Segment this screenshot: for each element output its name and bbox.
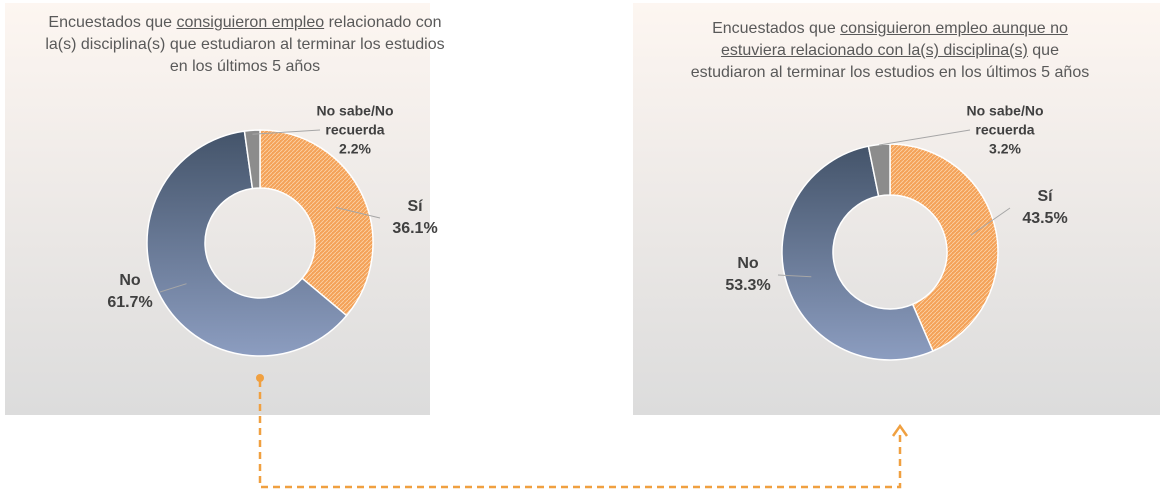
data-label: No sabe/No recuerda 2.2% <box>300 102 410 159</box>
donut-slice <box>889 143 999 353</box>
leader-line <box>777 274 812 278</box>
donut-slice <box>146 130 348 357</box>
chart-title: Encuestados que consiguieron empleo aunq… <box>690 20 1090 81</box>
donut-slice <box>243 129 261 190</box>
data-label: Sí 43.5% <box>990 186 1100 230</box>
leader-line <box>879 129 971 146</box>
arrow-dot <box>256 374 264 382</box>
label-category: No sabe/No recuerda <box>316 102 394 138</box>
label-category: No sabe/No recuerda <box>966 102 1044 138</box>
data-label: No 53.3% <box>693 253 803 297</box>
leader-line <box>159 283 187 293</box>
label-value: 43.5% <box>1022 210 1068 227</box>
donut-slice <box>867 143 891 198</box>
label-category: Sí <box>407 198 423 215</box>
data-label: No sabe/No recuerda 3.2% <box>950 102 1060 159</box>
data-label: No 61.7% <box>75 270 185 314</box>
label-value: 36.1% <box>392 220 438 237</box>
donut-slice <box>259 129 374 317</box>
label-value: 3.2% <box>989 140 1021 157</box>
label-category: No <box>119 272 141 289</box>
leader-line <box>970 207 1011 236</box>
label-value: 53.3% <box>725 277 771 294</box>
connector-arrow <box>258 380 902 489</box>
label-value: 2.2% <box>339 140 371 157</box>
label-value: 61.7% <box>107 294 153 311</box>
arrow-head <box>891 423 909 437</box>
label-category: No <box>737 255 759 272</box>
label-category: Sí <box>1037 188 1053 205</box>
leader-line <box>336 206 381 219</box>
donut-slice <box>781 145 934 361</box>
data-label: Sí 36.1% <box>360 196 470 240</box>
chart-title: Encuestados que consiguieron empleo rela… <box>45 14 445 75</box>
leader-line <box>252 129 321 135</box>
